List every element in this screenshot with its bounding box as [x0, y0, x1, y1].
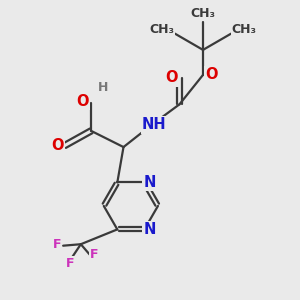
- Text: N: N: [143, 175, 156, 190]
- Text: O: O: [51, 138, 64, 153]
- Text: H: H: [98, 81, 109, 94]
- Text: F: F: [66, 257, 75, 271]
- Text: NH: NH: [142, 118, 167, 133]
- Text: CH₃: CH₃: [190, 7, 215, 20]
- Text: CH₃: CH₃: [232, 23, 257, 36]
- Text: F: F: [90, 248, 98, 261]
- Text: N: N: [143, 222, 156, 237]
- Text: O: O: [76, 94, 89, 109]
- Text: O: O: [165, 70, 178, 86]
- Text: CH₃: CH₃: [149, 23, 174, 36]
- Text: F: F: [52, 238, 61, 251]
- Text: O: O: [205, 68, 217, 82]
